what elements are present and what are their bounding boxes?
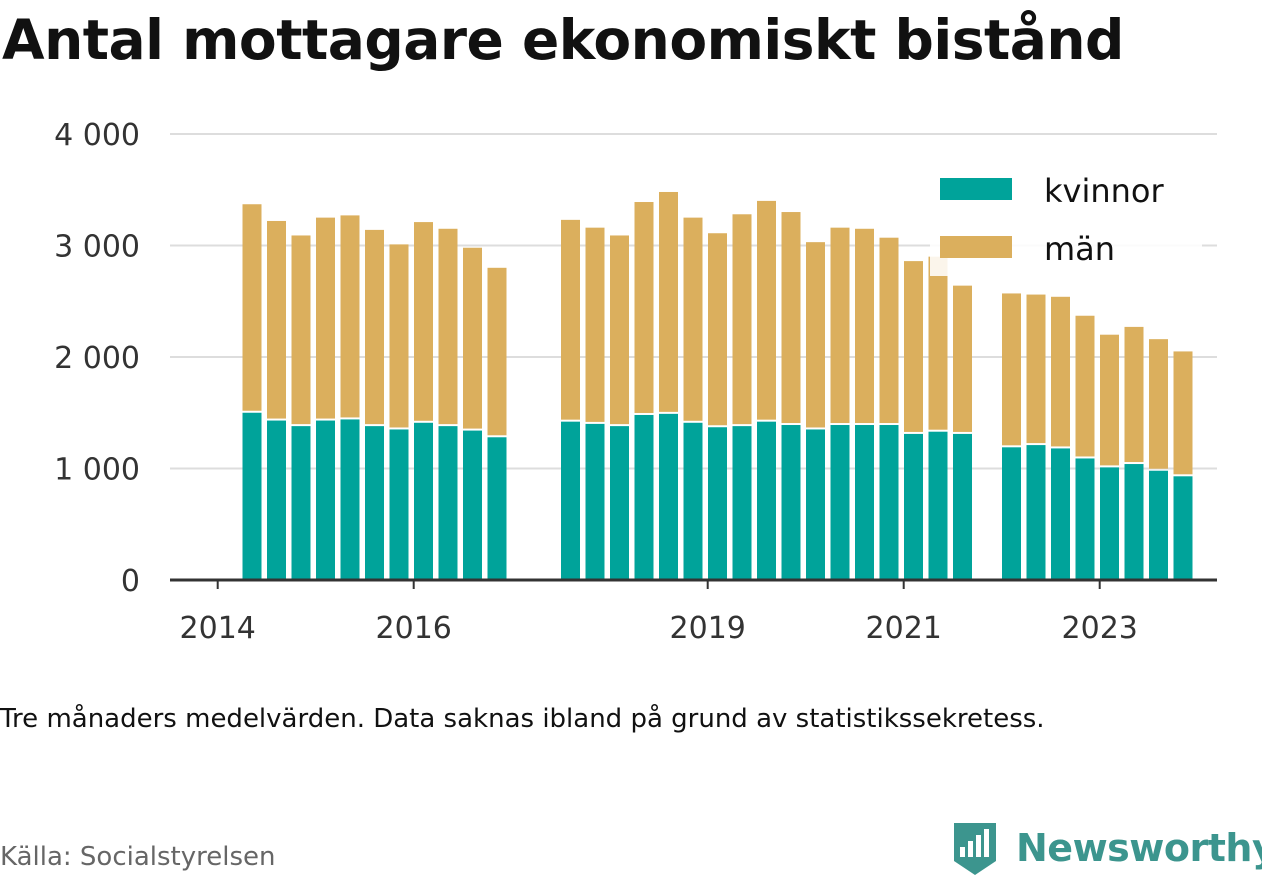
bar-man [904, 261, 923, 432]
bar-man [1149, 339, 1168, 469]
bar-kvinnor [291, 426, 311, 580]
bar-kvinnor [414, 422, 433, 580]
bar-man [879, 237, 899, 424]
bar-man [267, 220, 286, 419]
bar-kvinnor [610, 426, 629, 580]
bar-man [757, 200, 776, 420]
y-axis-labels: 0 1 000 2 000 3 000 4 000 [54, 118, 140, 599]
bar-kvinnor [806, 429, 825, 580]
bar-man [1051, 296, 1070, 447]
bar-kvinnor [316, 420, 335, 580]
brand[interactable]: Newsworthy [950, 818, 1262, 878]
bar-kvinnor [242, 412, 262, 580]
bar-kvinnor [1124, 464, 1144, 580]
x-tick-label: 2019 [670, 611, 746, 646]
bar-man [316, 217, 335, 419]
bar-kvinnor [487, 437, 507, 580]
bar-kvinnor [1100, 467, 1119, 580]
bar-kvinnor [830, 425, 850, 580]
legend-swatch [940, 178, 1012, 200]
bar-man [291, 235, 311, 425]
bar-man [830, 227, 850, 424]
bar-kvinnor [1075, 458, 1095, 580]
x-tick-label: 2023 [1062, 611, 1138, 646]
bar-man [414, 222, 433, 421]
bar-man [1173, 351, 1193, 475]
bar-man [389, 244, 409, 428]
x-axis-labels: 2014 2016 2019 2021 2023 [180, 611, 1138, 646]
bar-kvinnor [634, 414, 654, 580]
bar-man [463, 247, 482, 429]
x-tick-label: 2014 [180, 611, 256, 646]
bar-kvinnor [659, 413, 678, 580]
bar-kvinnor [1002, 447, 1021, 580]
bar-kvinnor [585, 423, 605, 580]
bar-man [340, 215, 360, 418]
bar-kvinnor [757, 421, 776, 580]
y-tick-label: 4 000 [54, 118, 140, 153]
bar-man [953, 285, 972, 432]
bar-kvinnor [683, 422, 703, 580]
bar-kvinnor [463, 430, 482, 580]
chart-title: Antal mottagare ekonomiskt bistånd [2, 8, 1124, 72]
bar-kvinnor [389, 429, 409, 580]
legend-label: kvinnor [1044, 172, 1165, 210]
legend: kvinnor män [930, 168, 1202, 276]
bar-kvinnor [1149, 470, 1168, 580]
bar-man [438, 228, 458, 425]
x-axis [170, 578, 1217, 589]
bar-kvinnor [267, 420, 286, 580]
bar-kvinnor [1051, 448, 1070, 580]
bar-man [487, 267, 507, 436]
bar-man [585, 227, 605, 422]
chart-note: Tre månaders medelvärden. Data saknas ib… [0, 704, 1045, 734]
bar-kvinnor [365, 426, 384, 580]
bar-kvinnor [561, 421, 580, 580]
bar-man [634, 202, 654, 413]
y-tick-label: 0 [121, 564, 140, 599]
bar-man [732, 214, 752, 425]
bar-kvinnor [1026, 445, 1046, 580]
bar-kvinnor [904, 433, 923, 580]
bar-kvinnor [928, 431, 948, 580]
newsworthy-logo-icon [954, 823, 996, 875]
x-tick-label: 2016 [376, 611, 452, 646]
legend-label: män [1044, 230, 1115, 268]
bar-kvinnor [340, 419, 360, 580]
y-tick-label: 3 000 [54, 230, 140, 265]
bar-man [781, 212, 801, 424]
chart-source: Källa: Socialstyrelsen [0, 842, 276, 872]
bar-man [561, 219, 580, 420]
legend-swatch [940, 236, 1012, 258]
bars [242, 191, 1193, 580]
bar-kvinnor [781, 425, 801, 580]
x-tick-label: 2021 [866, 611, 942, 646]
bar-man [242, 204, 262, 411]
y-tick-label: 1 000 [54, 453, 140, 488]
bar-man [610, 235, 629, 425]
bar-man [708, 233, 727, 426]
bar-man [1124, 326, 1144, 463]
bar-kvinnor [1173, 476, 1193, 580]
bar-man [365, 229, 384, 425]
bar-man [1026, 294, 1046, 444]
bar-man [1100, 334, 1119, 466]
bar-man [1002, 293, 1021, 446]
bar-man [659, 191, 678, 412]
bar-kvinnor [438, 426, 458, 580]
bar-man [855, 228, 874, 424]
bar-man [683, 217, 703, 421]
y-tick-label: 2 000 [54, 341, 140, 376]
bar-man [806, 242, 825, 428]
bar-kvinnor [953, 433, 972, 580]
bar-kvinnor [732, 426, 752, 580]
bar-man [1075, 315, 1095, 457]
brand-name: Newsworthy [1016, 826, 1262, 870]
bar-man [928, 256, 948, 430]
bar-kvinnor [879, 425, 899, 580]
bar-kvinnor [708, 427, 727, 580]
bar-kvinnor [855, 425, 874, 580]
